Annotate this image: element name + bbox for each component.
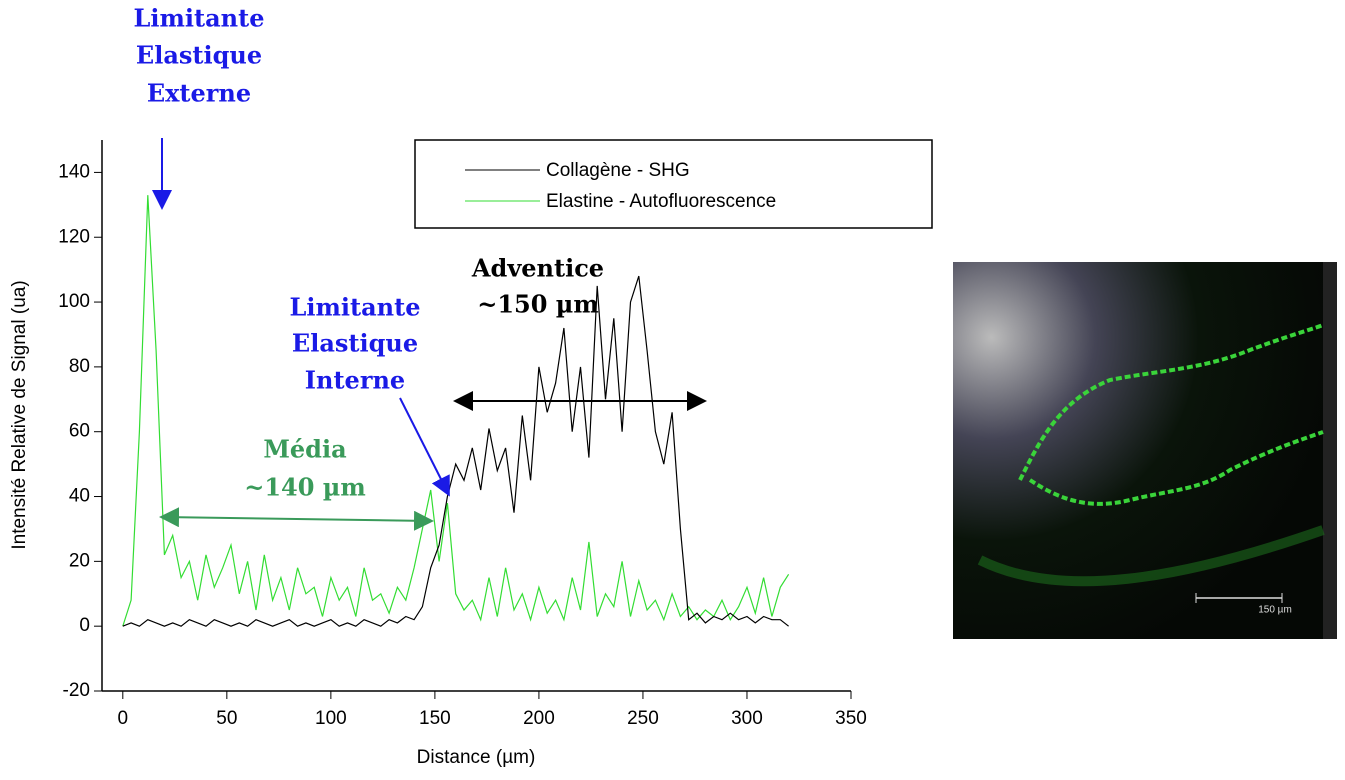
annotation-text: ~150 µm bbox=[477, 290, 599, 319]
x-tick-label: 100 bbox=[315, 708, 347, 729]
elastic-lamina bbox=[1018, 323, 1324, 481]
image-border bbox=[1323, 262, 1337, 639]
data-line bbox=[122, 275, 789, 627]
x-tick-label: 150 bbox=[419, 708, 451, 729]
annotation: Limitante Elastique Externe Limitante El… bbox=[134, 4, 421, 395]
x-tick-label: 0 bbox=[118, 708, 129, 729]
y-tick-label: -20 bbox=[63, 680, 90, 701]
y-tick-label: 140 bbox=[58, 161, 90, 182]
y-tick-label: 60 bbox=[69, 421, 90, 442]
scale-bar-label: 150 µm bbox=[1258, 605, 1292, 616]
y-tick-label: 0 bbox=[79, 615, 90, 636]
micrograph: 150 µm bbox=[953, 262, 1337, 639]
annotation-text: Limitante bbox=[290, 293, 421, 322]
x-tick-label: 300 bbox=[731, 708, 763, 729]
x-tick-label: 250 bbox=[627, 708, 659, 729]
data-line bbox=[122, 195, 790, 627]
annotation-text: Elastique bbox=[136, 41, 262, 70]
annotation-text: Média bbox=[263, 435, 346, 464]
annotation-text: Elastique bbox=[292, 329, 418, 358]
annotation-text: Limitante bbox=[134, 4, 265, 33]
image-background bbox=[953, 262, 1337, 639]
annotation-text: Adventice bbox=[471, 254, 604, 283]
y-tick-label: 120 bbox=[58, 226, 90, 247]
legend-box bbox=[414, 139, 933, 229]
y-tick-label: 80 bbox=[69, 356, 90, 377]
annotation-arrow bbox=[399, 397, 450, 497]
y-tick-label: 100 bbox=[58, 291, 90, 312]
annotation-arrow bbox=[159, 507, 434, 531]
x-tick-label: 200 bbox=[523, 708, 555, 729]
y-tick-label: 20 bbox=[69, 550, 90, 571]
annotation-text: ~140 µm bbox=[244, 473, 366, 502]
tissue-layer bbox=[977, 525, 1325, 587]
annotation-text: Interne bbox=[305, 366, 405, 395]
y-axis-label: Intensité Relative de Signal (ua) bbox=[9, 280, 30, 549]
x-tick-label: 350 bbox=[835, 708, 867, 729]
plot-area: -20 0 20 40 60 80 100 120 140 0 50 100 150 200 250 300 3… bbox=[58, 140, 867, 729]
legend-entry: Elastine - Autofluorescence bbox=[546, 191, 776, 212]
annotation-text: Externe bbox=[147, 79, 251, 108]
x-axis-label: Distance (µm) bbox=[417, 747, 536, 768]
legend-entry: Collagène - SHG bbox=[546, 160, 690, 181]
x-tick-label: 50 bbox=[216, 708, 237, 729]
y-tick-label: 40 bbox=[69, 486, 90, 507]
